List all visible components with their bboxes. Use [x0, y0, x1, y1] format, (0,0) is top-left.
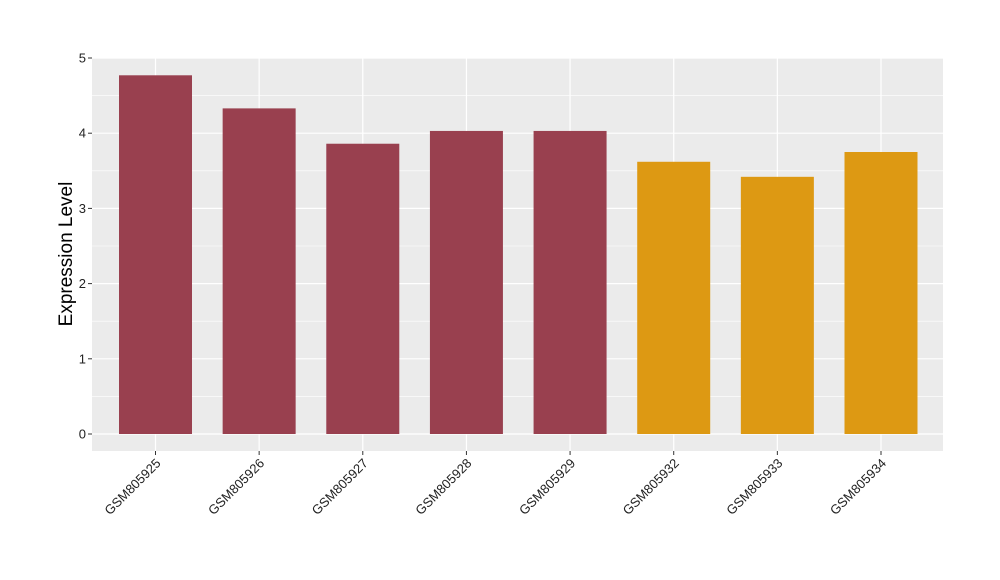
y-tick-label: 2	[79, 276, 86, 291]
bar-GSM805929	[533, 130, 607, 434]
y-tick-label: 4	[79, 126, 86, 141]
bar-GSM805932	[637, 161, 711, 434]
x-tick-label: GSM805925	[101, 456, 163, 518]
bars	[119, 75, 918, 435]
y-tick-label: 0	[79, 427, 86, 442]
y-axis: 0 1 2 3 4 5	[79, 51, 92, 442]
plot-panel	[92, 58, 943, 451]
bar-GSM805933	[740, 176, 814, 435]
x-tick-label: GSM805929	[516, 456, 578, 518]
y-tick-label: 3	[79, 201, 86, 216]
bar-GSM805934	[844, 152, 918, 434]
y-tick-label: 5	[79, 51, 86, 66]
y-axis-title: Expression Level	[56, 182, 77, 327]
x-tick-label: GSM805934	[827, 456, 889, 518]
x-tick-label: GSM805927	[309, 456, 371, 518]
x-tick-label: GSM805926	[205, 456, 267, 518]
x-tick-label: GSM805928	[412, 456, 474, 518]
bar-GSM805926	[222, 108, 296, 434]
x-tick-label: GSM805932	[620, 456, 682, 518]
x-axis: GSM805925 GSM805926 GSM805927 GSM805928 GSM8…	[101, 451, 889, 518]
bar-GSM805928	[429, 130, 503, 434]
x-tick-label: GSM805933	[723, 456, 785, 518]
bar-GSM805925	[119, 75, 192, 435]
y-tick-label: 1	[79, 351, 86, 366]
bar-GSM805927	[326, 143, 400, 434]
